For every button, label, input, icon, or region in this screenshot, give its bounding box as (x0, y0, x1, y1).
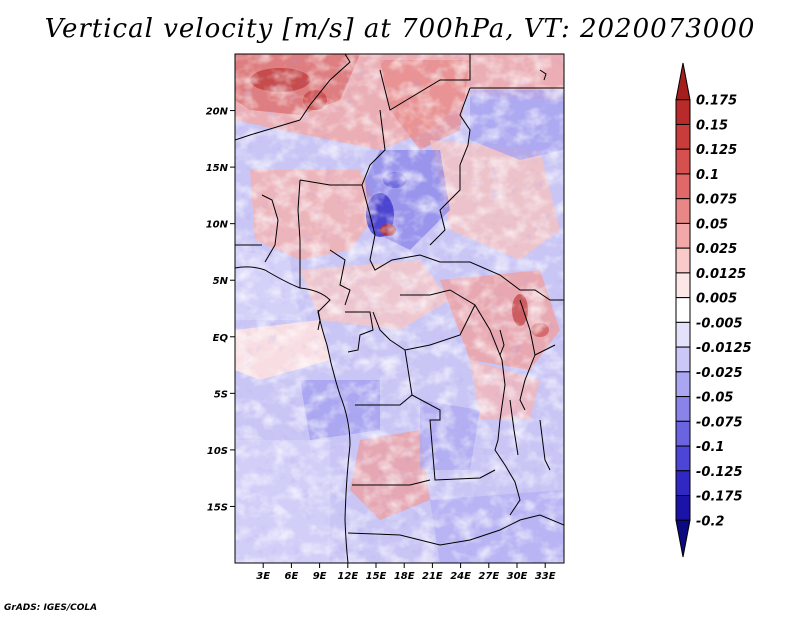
map-frame (234, 53, 565, 564)
colorbar-swatch (675, 321, 691, 348)
colorbar-swatch (675, 222, 691, 249)
country-borders (235, 54, 564, 563)
colorbar-swatch (675, 148, 691, 175)
lon-tick-label: 3E (256, 571, 270, 582)
lon-tick-label: 30E (507, 571, 528, 582)
colorbar-label: 0.025 (696, 242, 737, 257)
colorbar-label: -0.075 (696, 415, 743, 430)
lon-tick-label: 15E (366, 571, 387, 582)
colorbar-label: -0.2 (696, 514, 724, 529)
colorbar-swatch (675, 272, 691, 299)
colorbar-label: 0.075 (696, 193, 737, 208)
colorbar-label: -0.125 (696, 465, 743, 480)
colorbar-label: -0.005 (696, 316, 743, 331)
lon-tick-label: 6E (285, 571, 299, 582)
lon-tick-label: 27E (478, 571, 499, 582)
lon-tick-label: 9E (313, 571, 327, 582)
colorbar-label: 0.005 (696, 292, 737, 307)
lat-tick-label: 15N (206, 163, 229, 174)
lat-tick-label: 10N (206, 220, 229, 231)
colorbar-label: 0.175 (696, 94, 737, 109)
lon-tick-label: 24E (450, 571, 471, 582)
lon-tick-label: 21E (422, 571, 443, 582)
colorbar-label: 0.15 (696, 118, 728, 133)
colorbar-swatch (675, 173, 691, 200)
colorbar-bottom-arrow (675, 519, 691, 558)
colorbar-swatch (675, 371, 691, 398)
lon-tick-label: 12E (337, 571, 358, 582)
colorbar-label: -0.175 (696, 490, 743, 505)
colorbar-label: 0.0125 (696, 267, 746, 282)
colorbar-label: -0.05 (696, 391, 733, 406)
colorbar-label: -0.025 (696, 366, 743, 381)
lat-tick-label: EQ (213, 333, 229, 344)
colorbar-swatch (675, 247, 691, 274)
colorbar-label: 0.1 (696, 168, 719, 183)
latitude-axis: 20N 15N 10N 5N EQ 5S 10S 15S (206, 107, 235, 513)
colorbar-swatch (675, 297, 691, 323)
lat-tick-label: 5S (214, 389, 228, 400)
colorbar-label: 0.125 (696, 143, 737, 158)
velocity-field (235, 54, 564, 563)
lat-tick-label: 15S (207, 502, 228, 513)
colorbar-swatch (675, 495, 691, 521)
lon-tick-label: 18E (394, 571, 415, 582)
colorbar-swatch (675, 396, 691, 422)
lat-tick-label: 20N (206, 107, 229, 118)
colorbar-swatch (675, 420, 691, 447)
footer-credit: GrADS: IGES/COLA (4, 603, 98, 613)
colorbar-swatch (675, 346, 691, 373)
colorbar-swatch (675, 470, 691, 497)
colorbar-swatch (675, 445, 691, 472)
colorbar-swatch (675, 123, 691, 150)
lat-tick-label: 10S (207, 446, 228, 457)
lon-tick-label: 33E (535, 571, 556, 582)
colorbar-swatch (675, 198, 691, 224)
longitude-axis: 3E 6E 9E 12E 15E 18E 21E 24E 27E 30E 33E (256, 563, 556, 582)
chart-title: Vertical velocity [m/s] at 700hPa, VT: 2… (44, 14, 756, 44)
colorbar-label: -0.0125 (696, 341, 752, 356)
lat-tick-label: 5N (213, 276, 229, 287)
colorbar-label: -0.1 (696, 440, 724, 455)
colorbar-top-arrow (675, 62, 691, 101)
colorbar-swatch (675, 99, 691, 125)
colorbar-label: 0.05 (696, 217, 728, 232)
